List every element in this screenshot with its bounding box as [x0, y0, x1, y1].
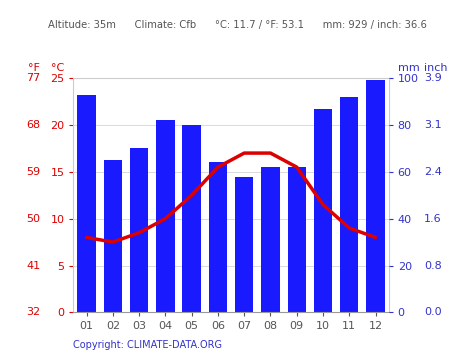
Bar [366, 81, 385, 312]
Text: 0.0: 0.0 [424, 307, 442, 317]
Bar [182, 125, 201, 312]
Text: 0.8: 0.8 [424, 261, 442, 271]
Bar [314, 109, 332, 312]
Bar [261, 167, 280, 312]
Text: 2.4: 2.4 [424, 167, 442, 177]
Bar [209, 163, 227, 312]
Bar [340, 97, 358, 312]
Text: Copyright: CLIMATE-DATA.ORG: Copyright: CLIMATE-DATA.ORG [73, 340, 222, 350]
Text: °C: °C [51, 63, 64, 73]
Text: 50: 50 [26, 214, 40, 224]
Text: Altitude: 35m      Climate: Cfb      °C: 11.7 / °F: 53.1      mm: 929 / inch: 36: Altitude: 35m Climate: Cfb °C: 11.7 / °F… [47, 20, 427, 30]
Text: 3.1: 3.1 [424, 120, 442, 130]
Text: 77: 77 [26, 73, 40, 83]
Text: 32: 32 [26, 307, 40, 317]
Text: 41: 41 [26, 261, 40, 271]
Bar [104, 160, 122, 312]
Text: 59: 59 [26, 167, 40, 177]
Bar [235, 176, 254, 312]
Text: °F: °F [28, 63, 40, 73]
Bar [288, 167, 306, 312]
Text: mm: mm [398, 63, 420, 73]
Bar [130, 148, 148, 312]
Bar [156, 120, 174, 312]
Text: 68: 68 [26, 120, 40, 130]
Text: 3.9: 3.9 [424, 73, 442, 83]
Bar [77, 94, 96, 312]
Text: 1.6: 1.6 [424, 214, 442, 224]
Text: inch: inch [424, 63, 448, 73]
